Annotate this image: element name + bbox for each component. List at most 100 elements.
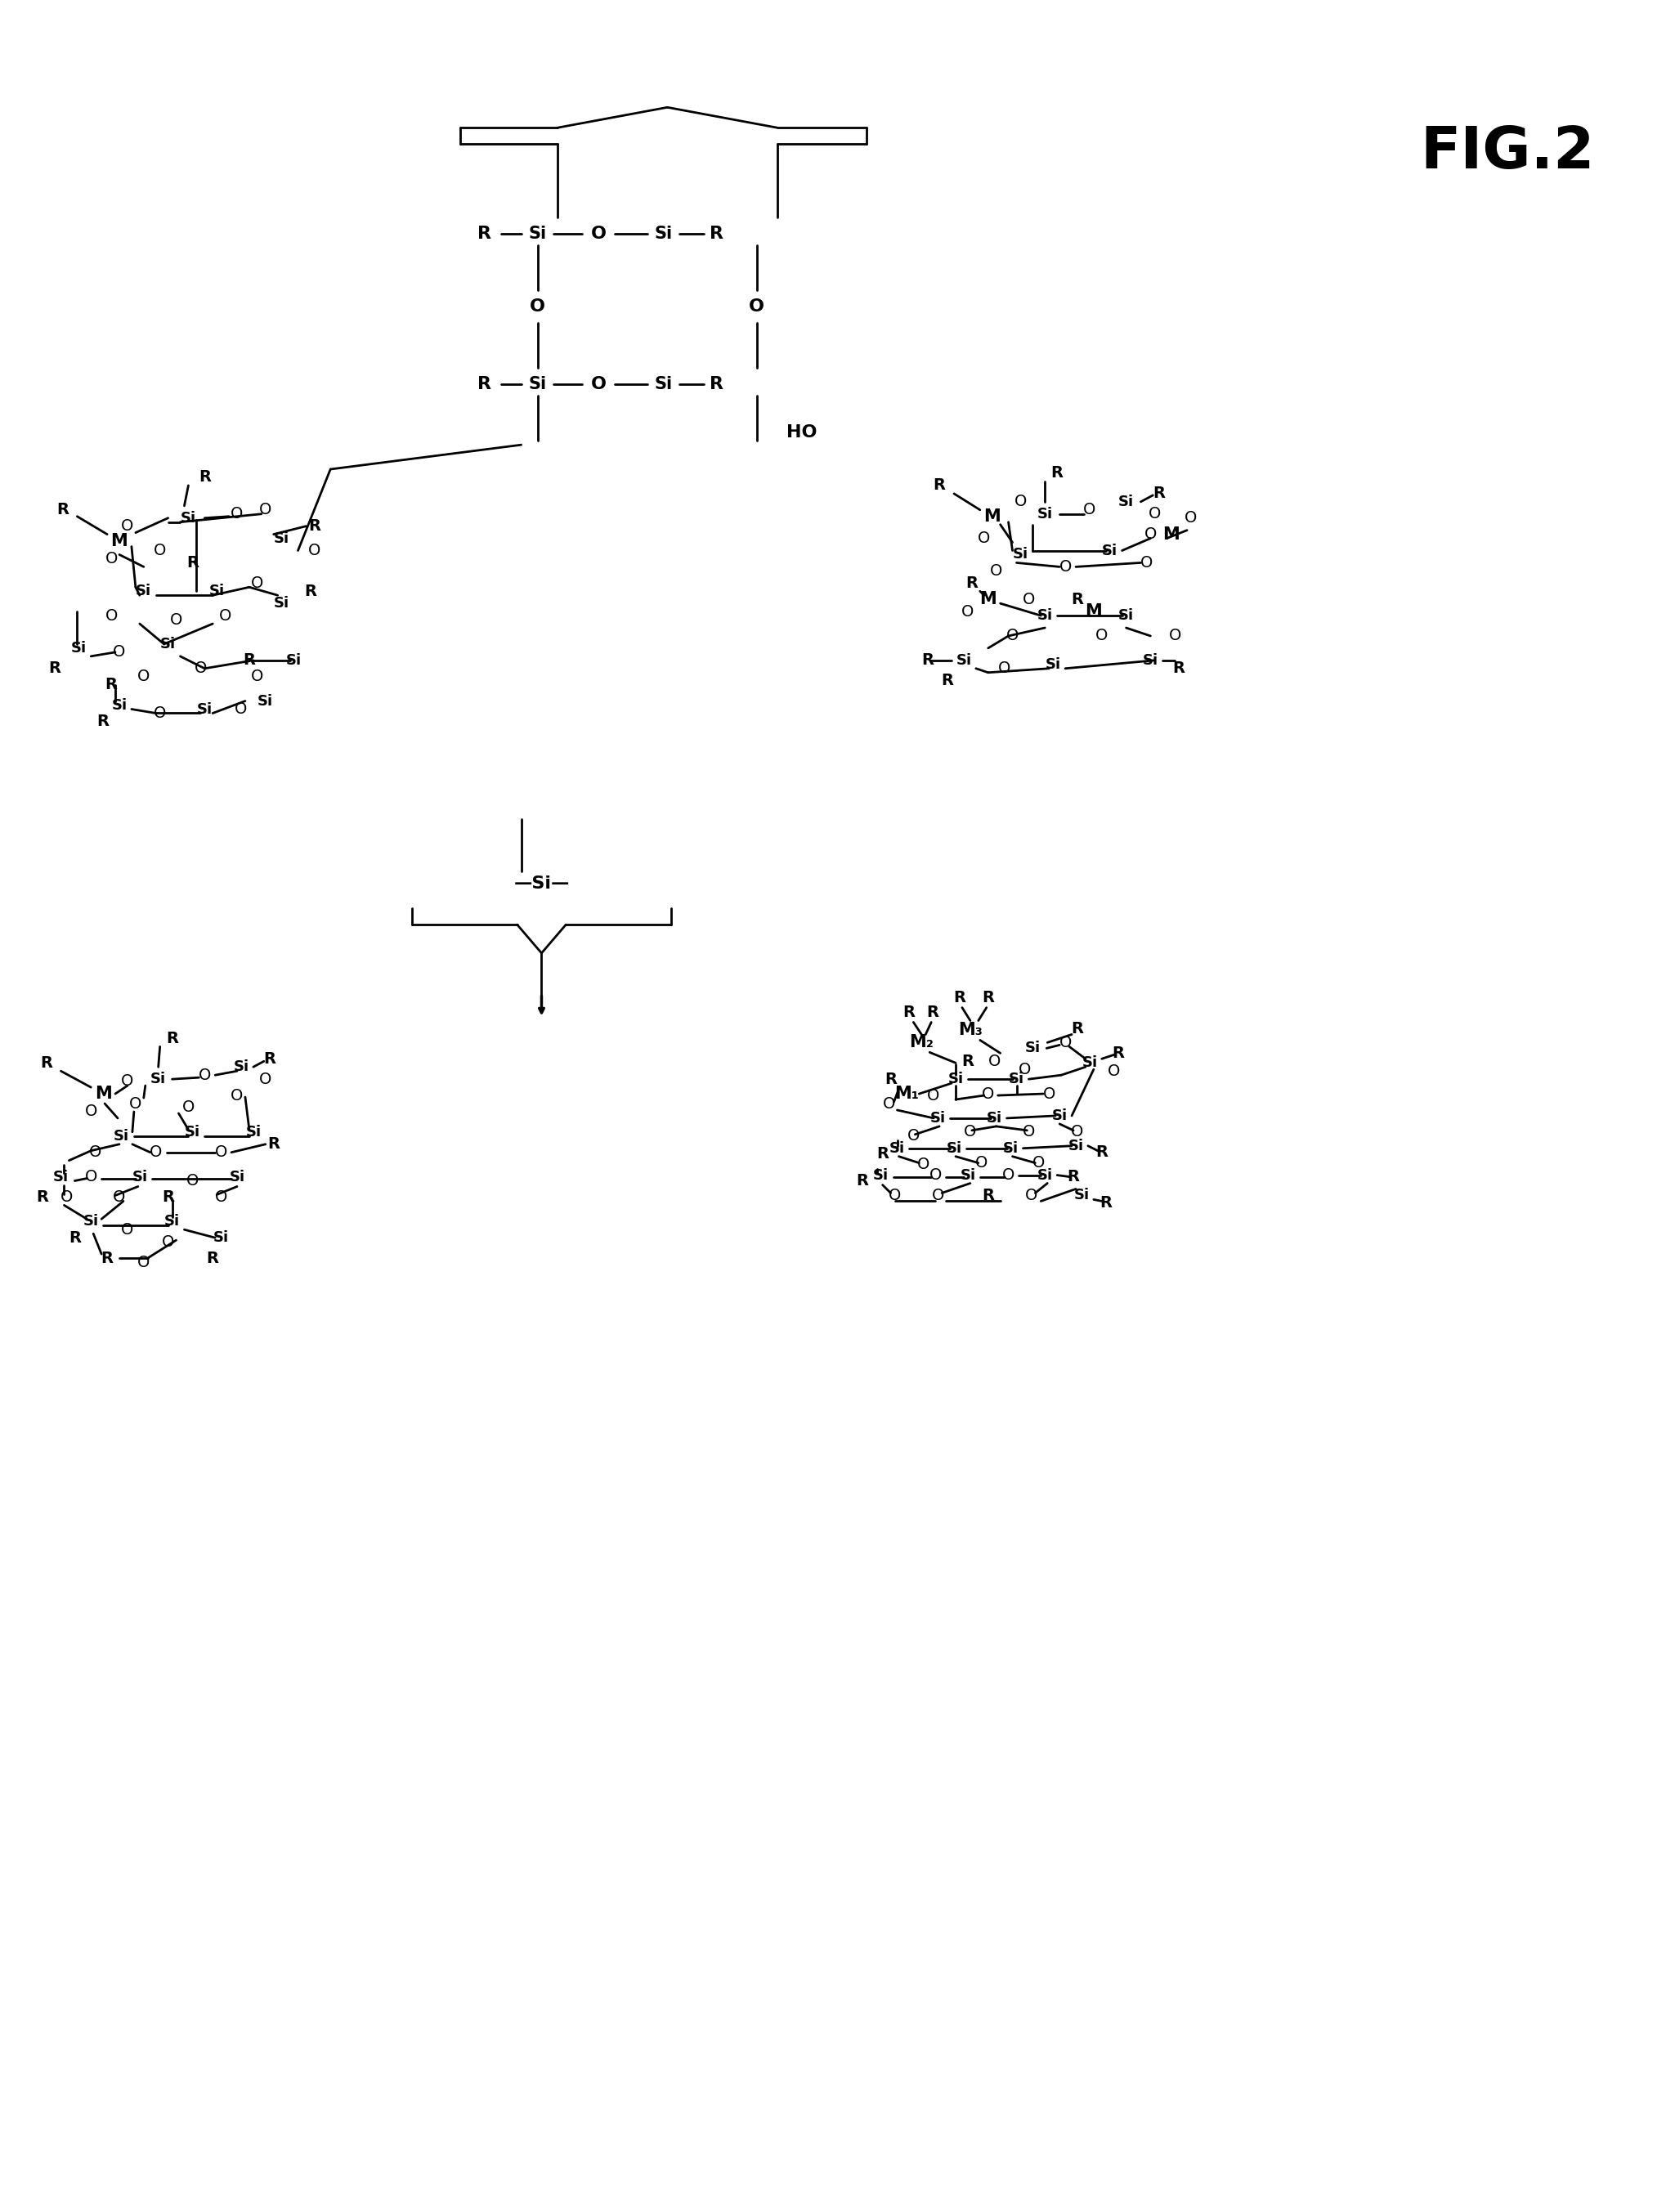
Text: R: R [305,584,317,599]
Text: R: R [162,1190,174,1206]
Text: O: O [137,668,151,684]
Text: O: O [85,1104,97,1119]
Text: M₁: M₁ [894,1086,920,1102]
Text: O: O [982,1086,995,1102]
Text: R: R [477,226,492,241]
Text: O: O [106,551,117,566]
Text: Si: Si [873,1168,889,1183]
Text: R: R [243,653,255,668]
Text: O: O [121,518,134,533]
Text: R: R [37,1190,49,1206]
Text: R: R [198,469,211,484]
Text: Si: Si [136,584,151,599]
Text: R: R [1100,1194,1112,1210]
Text: O: O [978,531,990,546]
Text: O: O [186,1172,199,1188]
Text: —Si—: —Si— [514,876,570,891]
Text: R: R [941,672,953,688]
Text: R: R [166,1031,178,1046]
Text: O: O [1107,1064,1121,1079]
Text: Si: Si [1119,608,1134,624]
Text: R: R [268,1137,280,1152]
Text: Si: Si [1037,507,1054,522]
Text: Si: Si [132,1170,147,1183]
Text: O: O [154,542,166,557]
Text: Si: Si [164,1214,179,1230]
Text: Si: Si [84,1214,99,1230]
Text: Si: Si [987,1110,1002,1126]
Text: O: O [121,1073,134,1088]
Text: R: R [206,1250,219,1265]
Text: M: M [1085,604,1102,619]
Text: O: O [154,706,166,721]
Text: R: R [876,1146,889,1161]
Text: O: O [1184,511,1198,526]
Text: O: O [961,604,975,619]
Text: Si: Si [258,695,273,708]
Text: Si: Si [184,1124,201,1139]
Text: Si: Si [960,1168,975,1183]
Text: O: O [60,1190,72,1206]
Text: O: O [183,1099,194,1115]
Text: Si: Si [1045,657,1060,672]
Text: R: R [903,1004,915,1020]
Text: Si: Si [1003,1141,1018,1155]
Text: R: R [69,1230,80,1245]
Text: O: O [231,1088,243,1104]
Text: R: R [106,677,117,692]
Text: R: R [856,1172,868,1188]
Text: Si: Si [1082,1055,1097,1071]
Text: Si: Si [54,1170,69,1183]
Text: Si: Si [1025,1042,1040,1055]
Text: O: O [931,1188,945,1203]
Text: Si: Si [114,1128,129,1144]
Text: O: O [85,1168,97,1183]
Text: R: R [1152,487,1164,502]
Text: O: O [114,644,126,659]
Text: O: O [1025,1188,1037,1203]
Text: Si: Si [196,701,213,717]
Text: Si: Si [956,653,971,668]
Text: O: O [214,1190,228,1206]
Text: O: O [1007,628,1018,644]
Text: Si: Si [1074,1188,1089,1203]
Text: Si: Si [246,1124,261,1139]
Text: O: O [121,1221,134,1237]
Text: R: R [49,661,60,677]
Text: R: R [263,1051,276,1066]
Text: O: O [916,1157,930,1172]
Text: O: O [114,1190,126,1206]
Text: Si: Si [112,697,127,712]
Text: O: O [214,1144,228,1159]
Text: Si: Si [1069,1139,1084,1152]
Text: O: O [198,1068,211,1084]
Text: O: O [219,608,231,624]
Text: M: M [111,533,127,549]
Text: Si: Si [1142,653,1159,668]
Text: M₃: M₃ [958,1022,983,1040]
Text: Si: Si [213,1230,229,1245]
Text: Si: Si [275,531,290,546]
Text: O: O [89,1144,100,1159]
Text: R: R [477,376,492,392]
Text: O: O [975,1155,988,1170]
Text: R: R [1072,1022,1084,1037]
Text: Si: Si [1102,544,1117,557]
Text: Si: Si [528,376,546,392]
Text: O: O [926,1088,940,1104]
Text: O: O [137,1254,151,1270]
Text: Si: Si [1119,495,1134,509]
Text: Si: Si [229,1170,245,1183]
Text: M₂: M₂ [910,1035,933,1051]
Text: O: O [1095,628,1109,644]
Text: R: R [926,1004,940,1020]
Text: O: O [908,1128,920,1144]
Text: R: R [97,714,109,730]
Text: R: R [57,502,69,518]
Text: Si: Si [655,226,672,241]
Text: Si: Si [1008,1073,1025,1086]
Text: Si: Si [930,1110,946,1126]
Text: O: O [106,608,117,624]
Text: O: O [1018,1062,1030,1077]
Text: O: O [1070,1124,1084,1139]
